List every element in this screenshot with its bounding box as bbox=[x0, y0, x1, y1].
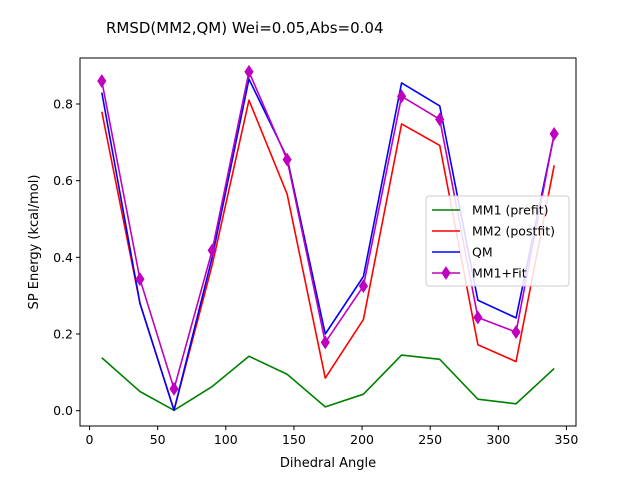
data-point-mm1-fit bbox=[511, 325, 521, 339]
y-tick-label: 0.0 bbox=[53, 403, 73, 418]
x-tick-label: 0 bbox=[86, 432, 94, 447]
y-tick-label: 0.6 bbox=[53, 173, 73, 188]
x-tick-label: 50 bbox=[150, 432, 166, 447]
chart-title: RMSD(MM2,QM) Wei=0.05,Abs=0.04 bbox=[106, 19, 384, 37]
plot-marks bbox=[97, 64, 559, 412]
data-point-mm1-fit bbox=[282, 152, 292, 167]
y-tick-label: 0.8 bbox=[53, 97, 73, 112]
data-point-mm1-fit bbox=[207, 243, 217, 258]
legend-label-mm1-fit: MM1+Fit bbox=[472, 266, 527, 281]
y-tick-label: 0.4 bbox=[53, 250, 73, 265]
data-point-mm1-fit bbox=[244, 64, 254, 79]
x-tick-label: 100 bbox=[214, 432, 238, 447]
data-point-mm1-fit bbox=[169, 381, 179, 396]
data-point-mm1-fit bbox=[473, 310, 483, 325]
series-line-qm bbox=[101, 78, 555, 412]
data-point-mm1-fit bbox=[549, 126, 559, 141]
x-tick-label: 200 bbox=[350, 432, 374, 447]
plot-frame bbox=[79, 57, 577, 427]
legend-box bbox=[425, 195, 570, 287]
data-point-mm1-fit bbox=[358, 279, 369, 293]
data-point-mm1-fit bbox=[320, 335, 330, 350]
y-axis-label: SP Energy (kcal/mol) bbox=[27, 175, 42, 310]
data-point-mm1-fit bbox=[135, 272, 145, 287]
legend-label-qm: QM bbox=[472, 245, 493, 260]
data-point-mm1-fit bbox=[97, 74, 107, 88]
data-point-mm1-fit bbox=[435, 112, 445, 127]
x-tick-label: 150 bbox=[282, 432, 306, 447]
x-tick-label: 300 bbox=[486, 432, 510, 447]
data-point-mm1-fit bbox=[396, 89, 407, 104]
x-tick-label: 250 bbox=[418, 432, 442, 447]
legend-label-mm1-prefit: MM1 (prefit) bbox=[472, 203, 549, 218]
y-axis-ticks: 0.0 0.2 0.4 0.6 0.8 bbox=[53, 97, 80, 418]
x-axis-ticks: 0 50 100 150 200 250 300 350 bbox=[86, 426, 579, 447]
y-tick-label: 0.2 bbox=[53, 327, 73, 342]
legend: MM1 (prefit) MM2 (postfit) QM MM1+Fit bbox=[425, 195, 570, 287]
legend-marker-mm1-fit bbox=[441, 266, 451, 280]
x-axis-label: Dihedral Angle bbox=[280, 456, 376, 471]
legend-label-mm2-postfit: MM2 (postfit) bbox=[472, 224, 555, 239]
x-tick-label: 350 bbox=[555, 432, 579, 447]
